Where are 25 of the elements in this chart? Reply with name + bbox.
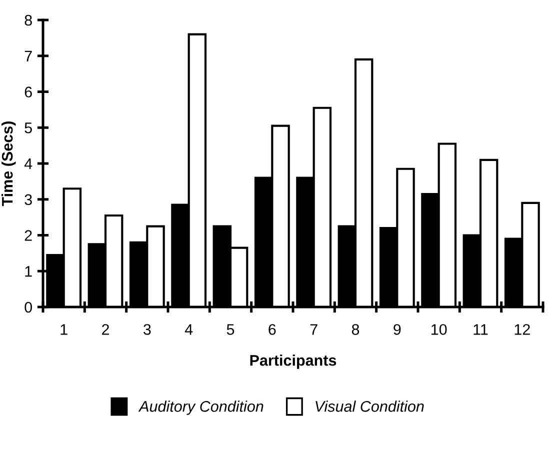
x-tick-label: 4 (184, 324, 193, 335)
x-tick-label: 1 (60, 324, 68, 335)
y-tick-label: 0 (24, 302, 32, 313)
x-tick-label: 7 (310, 324, 318, 335)
x-tick-label: 11 (474, 324, 488, 335)
legend-label: Visual Condition (316, 400, 424, 412)
y-tick-label: 4 (24, 158, 32, 170)
y-tick-label: 3 (24, 194, 32, 206)
legend-label: Auditory Condition (138, 400, 264, 415)
y-tick-label: 5 (24, 122, 32, 134)
x-tick-label: 3 (144, 324, 151, 335)
x-tick-label: 10 (432, 324, 447, 335)
x-tick-label: 9 (394, 324, 401, 335)
x-axis-title: Participants (250, 354, 336, 369)
x-tick-label: 8 (352, 324, 360, 335)
y-tick-label: 2 (24, 230, 32, 241)
y-tick-label: 7 (24, 50, 32, 62)
x-tick-label: 12 (514, 324, 530, 335)
y-tick-label: 8 (24, 14, 32, 26)
x-tick-label: 5 (226, 324, 234, 335)
x-tick-label: 6 (268, 324, 276, 335)
x-tick-label: 2 (102, 324, 109, 335)
y-tick-label: 1 (25, 266, 32, 277)
y-tick-label: 6 (24, 86, 32, 98)
y-axis-title: Time (Secs) (2, 122, 16, 206)
